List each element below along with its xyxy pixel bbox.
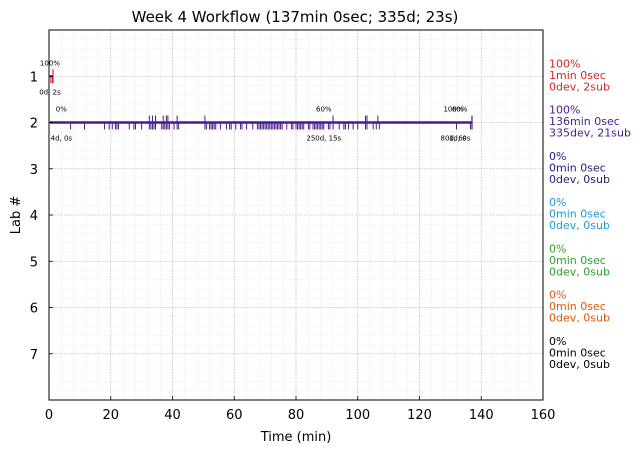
lab-2-annotation-percent: 60% [316, 106, 332, 114]
chart-marks: 100% 0d, 2s 0% 4d, 0s 60% 250d, 15s 100% 80d, 6… [39, 59, 473, 143]
lab-4-summary-line: 0min 0sec [549, 208, 606, 221]
lab-2-annotation-counts: 4d, 0s [51, 135, 73, 143]
lab-2-annotation-percent: 100% [443, 106, 463, 114]
lab-1-summary-line: 100% [549, 57, 580, 70]
lab-7-summary-line: 0min 0sec [549, 346, 606, 359]
lab-2-annotation-counts: 250d, 15s [306, 135, 341, 143]
y-tick-label: 7 [30, 348, 38, 363]
y-tick-label: 1 [30, 70, 38, 85]
lab-3-summary-line: 0% [549, 150, 566, 163]
lab-3-summary-line: 0min 0sec [549, 161, 606, 174]
x-tick-label: 80 [288, 408, 305, 423]
x-tick-label: 20 [102, 408, 119, 423]
lab-1-annotation-counts: 0d, 2s [39, 88, 61, 96]
x-tick-label: 40 [164, 408, 181, 423]
x-tick-label: 160 [531, 408, 556, 423]
y-tick-label: 2 [30, 117, 38, 132]
lab-5-summary-line: 0% [549, 242, 566, 255]
lab-1-summary-line: 0dev, 2sub [549, 80, 610, 93]
lab-2-annotation-counts: 80d, 6s [441, 135, 467, 143]
x-axis-title: Time (min) [260, 430, 332, 445]
x-tick-label: 60 [226, 408, 243, 423]
y-axis-ticks: 1 2 3 4 5 6 7 [30, 70, 53, 363]
y-tick-label: 4 [30, 209, 38, 224]
lab-6-summary-line: 0min 0sec [549, 300, 606, 313]
x-tick-label: 0 [45, 408, 53, 423]
lab-5-summary-line: 0dev, 0sub [549, 265, 610, 278]
x-tick-label: 100 [345, 408, 370, 423]
lab-2-annotation-percent: 60% [452, 106, 468, 114]
lab-5-summary-line: 0min 0sec [549, 254, 606, 267]
lab-7-summary-line: 0% [549, 335, 566, 348]
y-tick-label: 6 [30, 302, 38, 317]
x-axis-ticks: 0 20 40 60 80 100 120 140 160 [45, 396, 556, 423]
x-tick-label: 120 [407, 408, 432, 423]
lab-2-summary-line: 335dev, 21sub [549, 127, 631, 140]
lab-2-annotation-percent: 0% [56, 106, 67, 114]
lab-4-summary-line: 0% [549, 196, 566, 209]
y-tick-label: 5 [30, 255, 38, 270]
lab-2-summary-line: 100% [549, 104, 580, 117]
lab-2-annotation-counts: 1d, 0s [449, 135, 471, 143]
chart-title: Week 4 Workflow (137min 0sec; 335d; 23s) [132, 8, 459, 26]
y-axis-title: Lab # [9, 196, 24, 235]
lab-2-summary-line: 136min 0sec [549, 115, 620, 128]
lab-1-annotation-percent: 100% [40, 59, 60, 67]
lab-4-summary-line: 0dev, 0sub [549, 219, 610, 232]
lab-7-summary-line: 0dev, 0sub [549, 358, 610, 371]
lab-3-summary-line: 0dev, 0sub [549, 173, 610, 186]
y-tick-label: 3 [30, 163, 38, 178]
lab-6-summary-line: 0dev, 0sub [549, 312, 610, 325]
lab-1-summary-line: 1min 0sec [549, 69, 606, 82]
lab-6-summary-line: 0% [549, 289, 566, 302]
x-tick-label: 140 [469, 408, 494, 423]
